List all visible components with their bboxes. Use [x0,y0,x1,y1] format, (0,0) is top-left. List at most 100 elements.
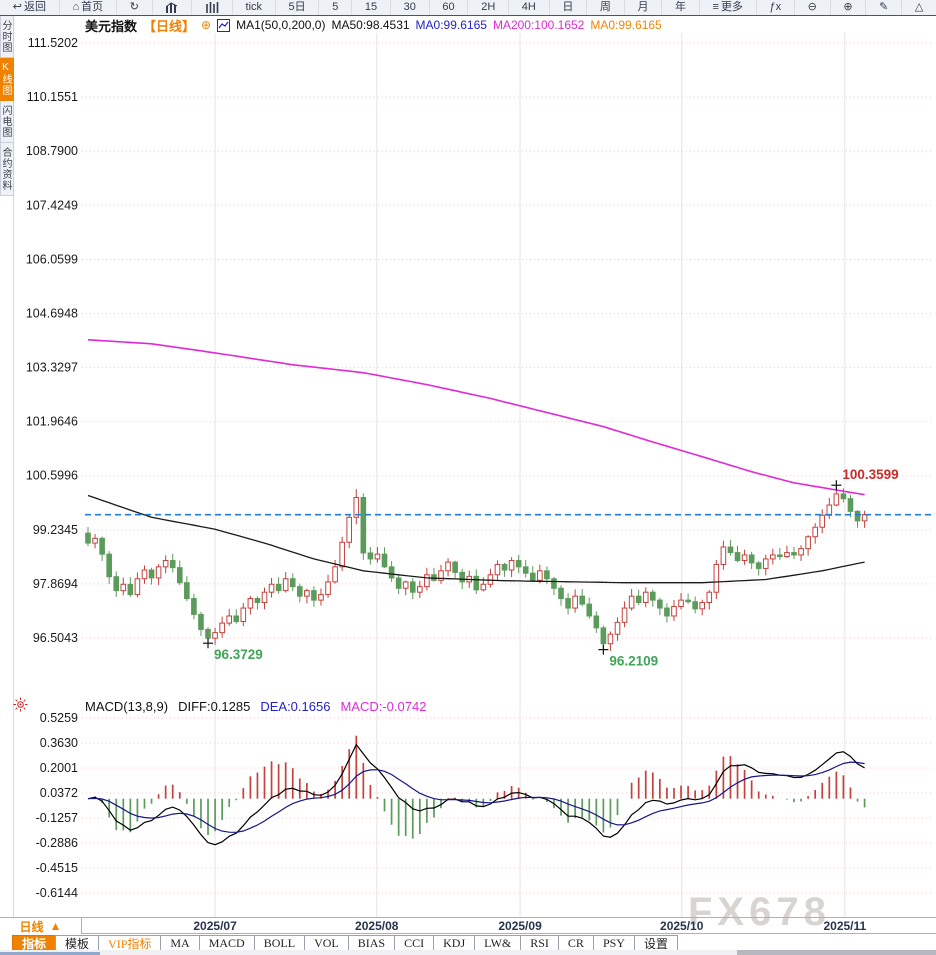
sidebar-tab-contract-info[interactable]: 合约资料 [0,143,14,196]
horizontal-scrollbar[interactable] [0,950,936,955]
toolbar-item-more[interactable]: ≡ 更多 [700,0,757,15]
main-y-axis-label: 108.7900 [26,144,78,158]
indicator-tab-settings[interactable]: 设置 [633,935,678,952]
toolbar-item-label: 60 [442,1,455,13]
high-price-annotation: 100.3599 [842,467,898,482]
toolbar-item-m5[interactable]: 5 [319,0,353,15]
toolbar-item-label: 15 [364,1,378,13]
toolbar-item-label: 2H [481,1,496,13]
back-icon: ↩ [12,1,22,13]
zoom-in-icon: ⊕ [843,1,853,13]
toolbar-item-draw[interactable]: ✎ [866,0,903,15]
triangle-icon: △ [914,1,924,13]
x-axis-month-label: 2025/10 [660,919,704,933]
scrollbar-left-segment [0,952,100,955]
indicator-tab-vip-indicator[interactable]: VIP指标 [98,935,162,952]
main-y-axis-label: 103.3297 [26,361,78,375]
toolbar-item-day[interactable]: 日 [550,0,588,15]
x-axis-month-label: 2025/11 [823,919,867,933]
kline-chart-icon [165,2,178,13]
toolbar-item-volume-style[interactable] [192,0,233,15]
scrollbar-thumb[interactable] [737,950,936,955]
main-y-axis-label: 107.4249 [26,198,78,212]
macd-y-axis-label: 0.2001 [40,761,78,775]
chart-header: 美元指数 【日线】 ⊕ MA1(50,0,200,0) MA50:98.4531… [85,17,662,34]
toolbar-item-m30[interactable]: 30 [391,0,430,15]
ma0-blue-value: MA0:99.6165 [415,18,487,32]
low-price-annotation: 96.2109 [609,654,658,669]
zoom-out-icon: ⊖ [807,1,817,13]
indicator-tab-kdj[interactable]: KDJ [433,935,476,952]
toolbar-item-week[interactable]: 周 [587,0,625,15]
symbol-name: 美元指数 [85,18,138,34]
add-compare-icon[interactable]: ⊕ [201,18,212,32]
toolbar-item-2h[interactable]: 2H [468,0,510,15]
toolbar-item-back[interactable]: ↩ 返回 [0,0,60,15]
macd-y-axis-label: 0.5259 [40,711,78,725]
indicator-tab-template[interactable]: 模板 [55,935,100,952]
main-y-axis-label: 97.8694 [33,577,78,591]
period-tag[interactable]: 【日线】 [143,18,196,34]
toolbar-item-shapes[interactable]: △ [902,0,936,15]
period-selector-button[interactable]: 日线 ▲ [0,918,82,934]
refresh-icon: ↻ [129,1,139,13]
main-y-axis-label: 100.5996 [26,469,78,483]
toolbar-item-label: 5 [332,1,339,13]
sidebar-tab-time-share[interactable]: 分时图 [0,16,14,58]
toolbar-item-refresh[interactable]: ↻ [117,0,153,15]
toolbar-item-year[interactable]: 年 [662,0,700,15]
ma0-orange-value: MA0:99.6165 [590,18,662,32]
sidebar-tab-lightning[interactable]: 闪电图 [0,101,14,143]
toolbar-item-label: 4H [521,1,536,13]
pencil-icon: ✎ [879,1,889,13]
main-y-axis-label: 99.2345 [33,523,78,537]
toolbar-item-label: 5日 [288,1,306,13]
macd-y-axis-label: -0.1257 [36,811,78,825]
indicator-tab-cci[interactable]: CCI [394,935,435,952]
sidebar-tab-kline[interactable]: K线图 [0,58,14,101]
toolbar-item-label: ƒx [769,1,782,13]
toolbar-item-kline-style[interactable] [153,0,193,15]
macd-diff-value: DIFF:0.1285 [178,698,251,714]
macd-dea-value: DEA:0.1656 [260,698,331,714]
ma50-value: MA50:98.4531 [331,18,410,32]
toolbar-item-formula[interactable]: ƒx [757,0,795,15]
toolbar-item-zoom-out[interactable]: ⊖ [795,0,831,15]
toolbar-item-m15[interactable]: 15 [352,0,391,15]
toolbar-item-m60[interactable]: 60 [430,0,469,15]
indicator-settings-icon[interactable] [13,697,28,717]
toolbar-item-month[interactable]: 月 [625,0,663,15]
ma200-value: MA200:100.1652 [492,18,585,32]
top-toolbar: ↩ 返回 ⌂ 首页 ↻ tick 5日 5 15 30 60 2H 4H 日周月年 ≡ 更多 ƒx ⊖ ⊕ ✎ △ [0,0,936,16]
main-y-axis-label: 106.0599 [26,252,78,266]
macd-y-axis-label: -0.4515 [36,861,78,875]
macd-y-axis-label: -0.6144 [36,886,78,900]
toolbar-item-5d[interactable]: 5日 [276,0,320,15]
indicator-tab-ma[interactable]: MA [160,935,200,952]
toolbar-item-label: 日 [562,1,574,13]
low-price-annotation: 96.3729 [214,647,263,662]
toolbar-item-label: 更多 [720,1,743,13]
ma-indicator-icon[interactable] [217,18,231,32]
period-selector-label: 日线 [19,919,44,934]
home-icon: ⌂ [72,1,80,13]
toolbar-item-label: 返回 [23,1,46,13]
toolbar-item-home[interactable]: ⌂ 首页 [60,0,117,15]
toolbar-item-label: 月 [637,1,649,13]
macd-bar-value: MACD:-0.0742 [340,698,427,714]
toolbar-item-tick[interactable]: tick [233,0,276,15]
macd-header: MACD(13,8,9) DIFF:0.1285 DEA:0.1656 MACD… [85,698,427,714]
main-y-axis-label: 101.9646 [26,415,78,429]
main-y-axis-label: 111.5202 [28,36,78,50]
menu-icon: ≡ [712,1,719,13]
x-axis-month-label: 2025/08 [355,919,399,933]
toolbar-item-4h[interactable]: 4H [509,0,550,15]
toolbar-item-label: 30 [403,1,416,13]
toolbar-item-zoom-in[interactable]: ⊕ [831,0,867,15]
toolbar-item-label: 年 [674,1,686,13]
sidebar-divider [13,16,14,955]
x-axis-month-label: 2025/09 [498,919,542,933]
period-selector-arrow-icon: ▲ [49,919,62,933]
main-y-axis-label: 96.5043 [33,631,78,645]
